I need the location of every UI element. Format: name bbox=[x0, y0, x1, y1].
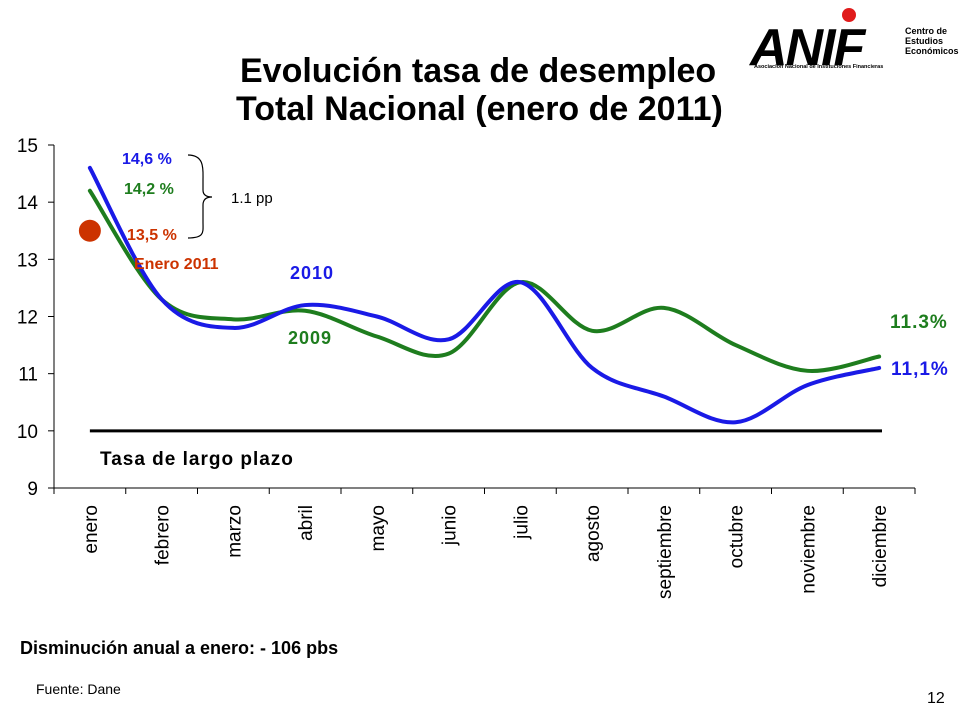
y-tick-label: 11 bbox=[18, 365, 38, 386]
x-tick-label: noviembre bbox=[798, 505, 819, 594]
label-2011-name: Enero 2011 bbox=[134, 256, 219, 273]
y-tick-labels: 15 14 13 12 11 10 9 bbox=[17, 136, 54, 500]
title-line-2: Total Nacional (enero de 2011) bbox=[236, 90, 723, 128]
x-tick-label: abril bbox=[296, 505, 317, 541]
title-line-1: Evolución tasa de desempleo bbox=[240, 52, 717, 90]
x-tick-label: octubre bbox=[727, 505, 748, 568]
series-label-2010: 2010 bbox=[290, 263, 334, 283]
logo-side-line-2: Estudios bbox=[905, 36, 944, 46]
logo-red-dot bbox=[842, 8, 856, 22]
anif-logo: ANIF Centro de Estudios Económicos Asoci… bbox=[750, 8, 960, 98]
label-2009-start: 14,2 % bbox=[124, 181, 174, 198]
logo-side-line-1: Centro de bbox=[905, 26, 948, 36]
end-label-2010: 11,1% bbox=[891, 359, 949, 380]
label-2010-start: 14,6 % bbox=[122, 151, 172, 168]
x-tick-label: marzo bbox=[224, 505, 245, 558]
x-tick-label: septiembre bbox=[655, 505, 676, 599]
x-tick-label: agosto bbox=[583, 505, 604, 562]
logo-wordmark: ANIF bbox=[750, 19, 865, 77]
x-tick-label: junio bbox=[440, 505, 461, 546]
label-2011-value: 13,5 % bbox=[127, 227, 177, 244]
series-label-2009: 2009 bbox=[288, 328, 332, 348]
point-enero-2011 bbox=[78, 219, 101, 242]
y-tick-label: 9 bbox=[27, 479, 38, 500]
x-tick-labels: enero febrero marzo abril mayo junio julio agos… bbox=[81, 505, 891, 599]
y-tick-label: 14 bbox=[17, 193, 39, 214]
chart-axes bbox=[53, 145, 916, 494]
series-line-2010 bbox=[87, 165, 882, 425]
logo-side-line-3: Económicos bbox=[905, 46, 959, 56]
page-number: 12 bbox=[927, 690, 945, 707]
annual-decrease-note: Disminución anual a enero: - 106 pbs bbox=[20, 638, 339, 658]
y-tick-label: 10 bbox=[17, 422, 38, 443]
gap-brace bbox=[187, 154, 213, 239]
long-term-rate-label: Tasa de largo plazo bbox=[100, 449, 294, 470]
y-tick-label: 13 bbox=[17, 250, 38, 271]
logo-subtitle: Asociación Nacional de Instituciones Fin… bbox=[754, 64, 884, 70]
series-line-2009 bbox=[87, 188, 882, 373]
end-label-2009: 11.3% bbox=[890, 312, 948, 333]
x-tick-label: julio bbox=[511, 505, 532, 540]
x-tick-label: febrero bbox=[153, 505, 174, 565]
logo-side-text: Centro de Estudios Económicos bbox=[905, 26, 959, 56]
gap-label: 1.1 pp bbox=[231, 190, 273, 207]
x-tick-label: diciembre bbox=[870, 505, 891, 587]
y-tick-label: 15 bbox=[17, 136, 38, 157]
x-tick-label: mayo bbox=[368, 505, 389, 551]
x-tick-label: enero bbox=[81, 505, 102, 554]
y-tick-label: 12 bbox=[17, 308, 38, 329]
source-note: Fuente: Dane bbox=[36, 681, 121, 697]
